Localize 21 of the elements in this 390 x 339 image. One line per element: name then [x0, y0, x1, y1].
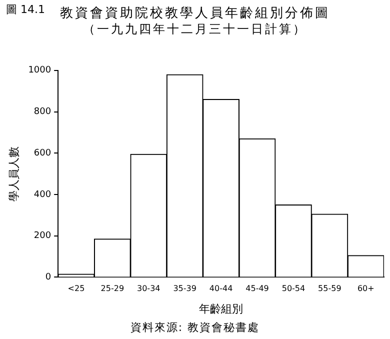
y-tick-label: 200 — [34, 231, 52, 242]
y-axis-title: 學人員人數 — [8, 146, 21, 202]
x-tick-label: 45-49 — [246, 284, 269, 294]
y-tick-label: 0 — [45, 272, 52, 283]
x-tick-label: 50-54 — [282, 284, 306, 294]
chart-subtitle: （一九九四年十二月三十一日計算） — [82, 21, 308, 38]
y-tick-label: 1000 — [28, 66, 52, 76]
caption: 圖 14.1 — [6, 2, 45, 17]
chart-title: 教資會資助院校教學人員年齡組別分佈圖 — [60, 6, 330, 21]
y-tick-label: 400 — [34, 190, 52, 200]
x-tick-label: 30-34 — [137, 284, 160, 294]
x-tick-label: 40-44 — [209, 284, 233, 294]
y-tick-label: 800 — [34, 107, 52, 118]
x-tick-label: 35-39 — [173, 284, 196, 294]
x-tick-label: 25-29 — [100, 284, 124, 294]
x-tick-label: 55-59 — [318, 284, 342, 294]
x-tick-label: <25 — [68, 284, 85, 294]
source-note: 資料來源: 教資會秘書處 — [129, 320, 261, 335]
y-tick-label: 600 — [34, 148, 52, 158]
x-tick-label: 60+ — [357, 284, 374, 294]
x-axis-title: 年齡組別 — [199, 303, 244, 316]
